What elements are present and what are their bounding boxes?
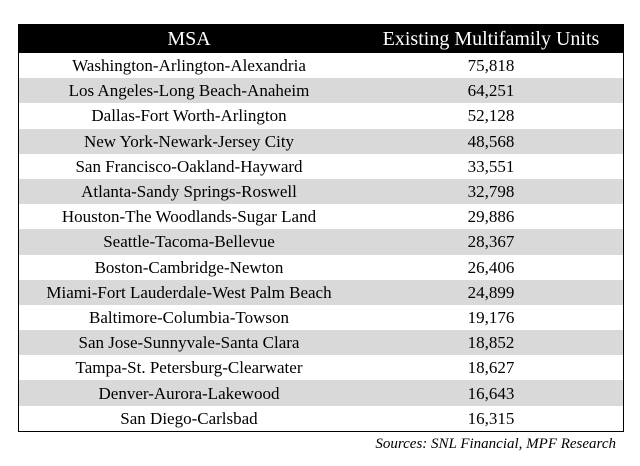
msa-cell: Los Angeles-Long Beach-Anaheim [68, 81, 310, 101]
table-row: Seattle-Tacoma-Bellevue 28,367 [19, 229, 623, 255]
msa-cell: Baltimore-Columbia-Towson [89, 307, 289, 327]
units-cell: 32,798 [467, 182, 515, 202]
table-row: Denver-Aurora-Lakewood 16,643 [19, 380, 623, 406]
table-row: Miami-Fort Lauderdale-West Palm Beach 24,… [19, 279, 623, 305]
table-row: Boston-Cambridge-Newton 26,406 [19, 254, 623, 280]
units-cell: 64,251 [467, 81, 515, 101]
table-row: Dallas-Fort Worth-Arlington 52,128 [19, 103, 623, 129]
column-header-units: Existing Multifamily Units [382, 28, 600, 50]
msa-cell: Washington-Arlington-Alexandria [72, 56, 306, 76]
units-cell: 19,176 [467, 307, 515, 327]
units-cell: 18,627 [467, 358, 515, 378]
msa-cell: Houston-The Woodlands-Sugar Land [61, 207, 317, 227]
msa-cell: Miami-Fort Lauderdale-West Palm Beach [46, 282, 332, 302]
table-row: New York-Newark-Jersey City 48,568 [19, 128, 623, 154]
units-cell: 75,818 [467, 56, 515, 76]
table-header-row: MSA Existing Multifamily Units [19, 25, 623, 53]
units-cell: 26,406 [467, 257, 515, 277]
msa-cell: Tampa-St. Petersburg-Clearwater [75, 358, 303, 378]
table-row: San Francisco-Oakland-Hayward 33,551 [19, 153, 623, 179]
units-cell: 48,568 [467, 131, 515, 151]
column-header-msa: MSA [167, 28, 211, 50]
msa-cell: San Diego-Carlsbad [120, 408, 258, 428]
units-cell: 52,128 [467, 106, 515, 126]
units-table: MSA Existing Multifamily Units Washingto… [19, 25, 623, 431]
table-row: San Jose-Sunnyvale-Santa Clara 18,852 [19, 330, 623, 356]
table-body: Washington-Arlington-Alexandria 75,818 Los… [19, 53, 623, 431]
units-cell: 18,852 [467, 333, 515, 353]
table-row: Los Angeles-Long Beach-Anaheim 64,251 [19, 78, 623, 104]
table-row: Houston-The Woodlands-Sugar Land 29,886 [19, 204, 623, 230]
units-cell: 16,315 [467, 408, 515, 428]
source-note: Sources: SNL Financial, MPF Research [375, 436, 616, 452]
msa-cell: Dallas-Fort Worth-Arlington [91, 106, 287, 126]
units-cell: 24,899 [467, 282, 515, 302]
units-cell: 16,643 [467, 383, 515, 403]
msa-cell: Denver-Aurora-Lakewood [98, 383, 280, 403]
table-row: Atlanta-Sandy Springs-Roswell 32,798 [19, 178, 623, 205]
msa-cell: San Jose-Sunnyvale-Santa Clara [78, 333, 300, 353]
msa-cell: New York-Newark-Jersey City [83, 131, 295, 151]
units-cell: 33,551 [467, 156, 515, 176]
table-row: Baltimore-Columbia-Towson 19,176 [19, 304, 623, 331]
units-table-container: MSA Existing Multifamily Units Washingto… [18, 24, 624, 432]
msa-cell: Atlanta-Sandy Springs-Roswell [81, 182, 297, 202]
table-row: Tampa-St. Petersburg-Clearwater 18,627 [19, 355, 623, 381]
units-cell: 29,886 [467, 207, 515, 227]
table-row: Washington-Arlington-Alexandria 75,818 [19, 53, 623, 79]
units-cell: 28,367 [467, 232, 515, 252]
msa-cell: San Francisco-Oakland-Hayward [75, 156, 303, 176]
msa-cell: Boston-Cambridge-Newton [94, 257, 284, 277]
table-row: San Diego-Carlsbad 16,315 [19, 405, 623, 431]
msa-cell: Seattle-Tacoma-Bellevue [103, 232, 275, 252]
